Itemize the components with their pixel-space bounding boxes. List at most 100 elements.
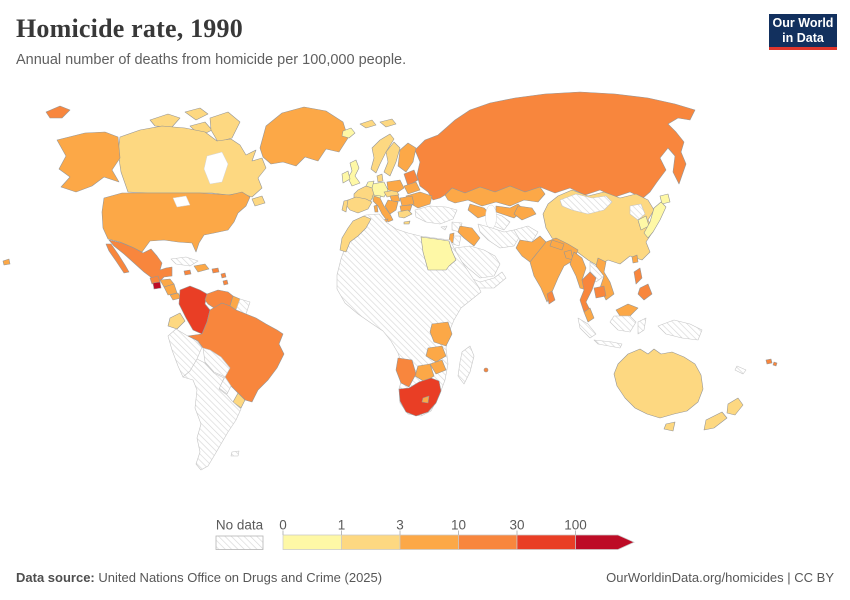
hudson-bay (204, 152, 228, 184)
country-yugoslavia[interactable] (385, 200, 398, 214)
country-ecuador[interactable] (168, 313, 185, 329)
legend-segment-10-30[interactable] (459, 535, 518, 550)
country-norway[interactable] (371, 134, 394, 173)
country-romania[interactable] (400, 196, 414, 206)
country-australia[interactable] (614, 349, 703, 431)
country-iran[interactable] (478, 224, 520, 248)
legend-segment-1-3[interactable] (342, 535, 401, 550)
country-malaysia[interactable] (584, 308, 594, 322)
country-japan[interactable] (644, 194, 670, 238)
country-madagascar[interactable] (458, 346, 474, 384)
legend-tick-100: 100 (564, 518, 587, 533)
country-new-guinea[interactable] (658, 320, 702, 340)
country-canada[interactable] (118, 108, 266, 206)
country-mongolia[interactable] (560, 194, 612, 214)
country-el-salvador[interactable] (153, 282, 161, 289)
country-poland[interactable] (387, 180, 404, 192)
country-cambodia[interactable] (594, 286, 606, 298)
country-cuba[interactable] (171, 257, 198, 266)
country-new-zealand[interactable] (704, 398, 743, 430)
country-sweden[interactable] (384, 142, 400, 176)
owid-logo-line2: in Data (782, 31, 824, 45)
country-turkey[interactable] (415, 206, 457, 224)
country-vietnam[interactable] (596, 258, 614, 300)
country-iraq[interactable] (458, 226, 480, 246)
country-puerto-rico[interactable] (212, 268, 219, 273)
country-hispaniola[interactable] (194, 264, 209, 272)
country-belarus[interactable] (404, 182, 420, 194)
data-source-label: Data source: (16, 570, 95, 585)
country-cyprus[interactable] (441, 226, 447, 230)
country-greece[interactable] (398, 210, 412, 224)
data-source-text: United Nations Office on Drugs and Crime… (94, 570, 383, 585)
great-lakes (173, 196, 190, 207)
country-denmark[interactable] (377, 174, 383, 182)
legend-segment-30-100[interactable] (517, 535, 576, 550)
country-zimbabwe[interactable] (430, 360, 446, 374)
legend-tick-0: 0 (279, 518, 287, 533)
country-east-malaysia[interactable] (616, 304, 638, 316)
country-mexico[interactable] (106, 240, 172, 283)
legend-tick-3: 3 (396, 518, 404, 533)
legend-no-data-swatch[interactable] (215, 535, 264, 550)
country-argentina-chile[interactable] (183, 359, 241, 470)
country-baltic-states[interactable] (404, 170, 418, 186)
owid-logo[interactable]: Our World in Data (769, 14, 837, 50)
country-indonesia[interactable] (578, 316, 646, 348)
country-namibia[interactable] (396, 358, 416, 387)
country-caucasus[interactable] (468, 204, 490, 218)
footer: Data source: United Nations Office on Dr… (0, 566, 850, 590)
country-svalbard[interactable] (360, 119, 396, 128)
legend-tick-marks (282, 530, 576, 535)
country-fiji[interactable] (766, 359, 777, 366)
caspian-sea (485, 204, 497, 230)
country-bolivia[interactable] (203, 348, 230, 377)
country-finland[interactable] (398, 143, 416, 172)
country-zambia[interactable] (426, 346, 446, 362)
owid-logo-line1: Our World (772, 16, 834, 30)
country-philippines[interactable] (634, 268, 652, 300)
country-north-korea[interactable] (630, 204, 645, 220)
country-jordan[interactable] (453, 236, 461, 246)
footer-credit-link[interactable]: OurWorldinData.org/homicides | CC BY (606, 570, 834, 585)
legend-segment-0-1[interactable] (283, 535, 342, 550)
country-thailand[interactable] (580, 272, 596, 312)
country-taiwan[interactable] (632, 255, 638, 263)
country-iceland[interactable] (342, 128, 355, 138)
country-mauritius[interactable] (483, 367, 489, 373)
country-kazakhstan[interactable] (445, 186, 545, 206)
country-russia[interactable] (415, 92, 695, 200)
country-tanzania[interactable] (430, 322, 452, 346)
country-jamaica[interactable] (184, 270, 191, 275)
country-spain[interactable] (346, 197, 372, 213)
map-legend: No data 0 1 3 10 30 100 (215, 518, 635, 550)
country-morocco[interactable] (340, 216, 371, 252)
legend-tick-10: 10 (451, 518, 466, 533)
country-portugal[interactable] (342, 200, 348, 212)
country-united-states[interactable] (3, 132, 250, 265)
legend-tick-30: 30 (509, 518, 524, 533)
page-subtitle: Annual number of deaths from homicide pe… (16, 52, 407, 68)
country-lesser-antilles[interactable] (221, 273, 228, 285)
country-greenland[interactable] (260, 107, 348, 166)
country-kyrgyzstan-tajikistan[interactable] (514, 206, 536, 220)
country-united-kingdom[interactable] (348, 160, 360, 186)
country-nepal[interactable] (550, 240, 564, 250)
country-afghanistan[interactable] (514, 226, 538, 242)
legend-no-data-label: No data (216, 518, 264, 533)
country-sri-lanka[interactable] (547, 291, 555, 304)
legend-segment-3-10[interactable] (400, 535, 459, 550)
legend-segment-100-plus[interactable] (576, 535, 635, 550)
country-egypt[interactable] (421, 237, 456, 270)
country-ireland[interactable] (342, 171, 350, 183)
country-bulgaria[interactable] (400, 205, 412, 211)
country-falkland-islands[interactable] (231, 451, 239, 456)
country-lesotho[interactable] (422, 396, 429, 403)
country-hungary[interactable] (390, 195, 400, 202)
country-south-africa[interactable] (399, 378, 441, 416)
page-title: Homicide rate, 1990 (16, 14, 243, 43)
country-new-caledonia[interactable] (735, 366, 746, 374)
country-russia-edge[interactable] (46, 106, 70, 118)
data-source-line: Data source: United Nations Office on Dr… (16, 570, 382, 585)
